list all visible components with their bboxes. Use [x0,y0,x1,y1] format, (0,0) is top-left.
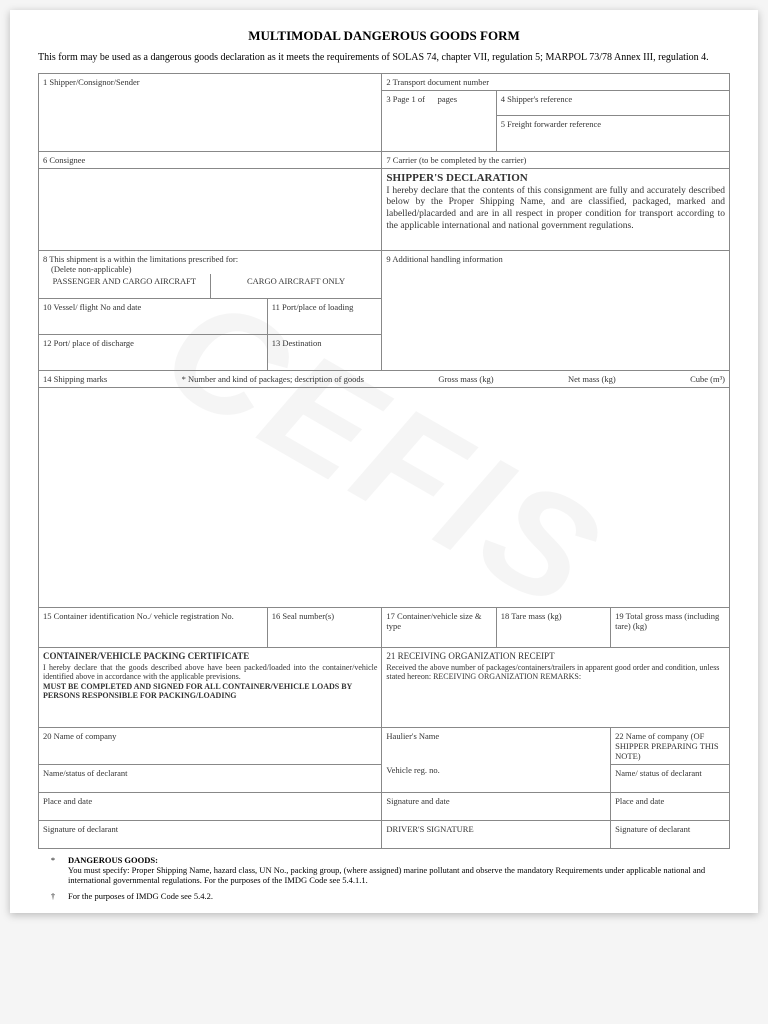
field-goods-body [39,387,730,607]
field-forwarder-ref: 5 Freight forwarder reference [496,115,729,151]
field-place-date-left: Place and date [39,792,382,820]
field-destination: 13 Destination [267,334,382,370]
content: MULTIMODAL DANGEROUS GOODS FORM This for… [38,28,730,901]
field-seal: 16 Seal number(s) [267,607,382,647]
footnotes-2: † For the purposes of IMDG Code see 5.4.… [38,891,730,901]
footnote-mark-1: * [38,855,68,885]
field-sig-declarant-right: Signature of declarant [611,820,730,848]
page-title: MULTIMODAL DANGEROUS GOODS FORM [38,28,730,44]
form-page: CEFIS MULTIMODAL DANGEROUS GOODS FORM Th… [10,10,758,913]
field-8-header: 8 This shipment is a within the limitati… [39,250,382,274]
field-port-discharge: 12 Port/ place of discharge [39,334,268,370]
field-additional-handling: 9 Additional handling information [382,250,730,370]
field-name-status-right: Name/ status of declarant [611,764,730,792]
field-consignee-body [39,168,382,250]
footnote-body-2: For the purposes of IMDG Code see 5.4.2. [68,891,730,901]
field-14-header: 14 Shipping marks * Number and kind of p… [39,370,730,387]
field-transport-doc: 2 Transport document number [382,73,730,90]
intro-text: This form may be used as a dangerous goo… [38,52,730,65]
footnote-mark-2: † [38,891,68,901]
field-port-loading: 11 Port/place of loading [267,298,382,334]
field-22-company: 22 Name of company (OF SHIPPER PREPARING… [611,727,730,764]
field-driver-sig: DRIVER'S SIGNATURE [382,820,611,848]
field-carrier-label: 7 Carrier (to be completed by the carrie… [382,151,730,168]
field-packing-cert: CONTAINER/VEHICLE PACKING CERTIFICATE I … [39,647,382,727]
field-size-type: 17 Container/vehicle size & type [382,607,496,647]
field-8-options: PASSENGER AND CARGO AIRCRAFT CARGO AIRCR… [39,274,382,299]
field-sig-date-mid: Signature and date [382,792,611,820]
field-20-company: 20 Name of company [39,727,382,764]
declaration-title: SHIPPER'S DECLARATION [386,172,725,184]
field-shippers-declaration: SHIPPER'S DECLARATION I hereby declare t… [382,168,730,250]
field-tare: 18 Tare mass (kg) [496,607,610,647]
footnote-body: DANGEROUS GOODS: You must specify: Prope… [68,855,730,885]
field-place-date-right: Place and date [611,792,730,820]
field-page: 3 Page 1 of pages [382,90,496,151]
field-consignee-label: 6 Consignee [39,151,382,168]
field-container-id: 15 Container identification No./ vehicle… [39,607,268,647]
opt-cargo-only: CARGO AIRCRAFT ONLY [210,274,381,298]
field-vessel-flight: 10 Vessel/ flight No and date [39,298,268,334]
declaration-body: I hereby declare that the contents of th… [386,186,725,234]
field-shipper: 1 Shipper/Consignor/Sender [39,73,382,151]
field-shipper-ref: 4 Shipper's reference [496,90,729,115]
field-sig-declarant-left: Signature of declarant [39,820,382,848]
field-name-status-left: Name/status of declarant [39,764,382,792]
field-haulier: Haulier's Name Vehicle reg. no. [382,727,611,792]
footnotes: * DANGEROUS GOODS: You must specify: Pro… [38,855,730,885]
opt-pax-cargo: PASSENGER AND CARGO AIRCRAFT [39,274,210,298]
field-total-gross: 19 Total gross mass (including tare) (kg… [611,607,730,647]
field-receiving-receipt: 21 RECEIVING ORGANIZATION RECEIPT Receiv… [382,647,730,727]
form-table: 1 Shipper/Consignor/Sender 2 Transport d… [38,73,730,849]
